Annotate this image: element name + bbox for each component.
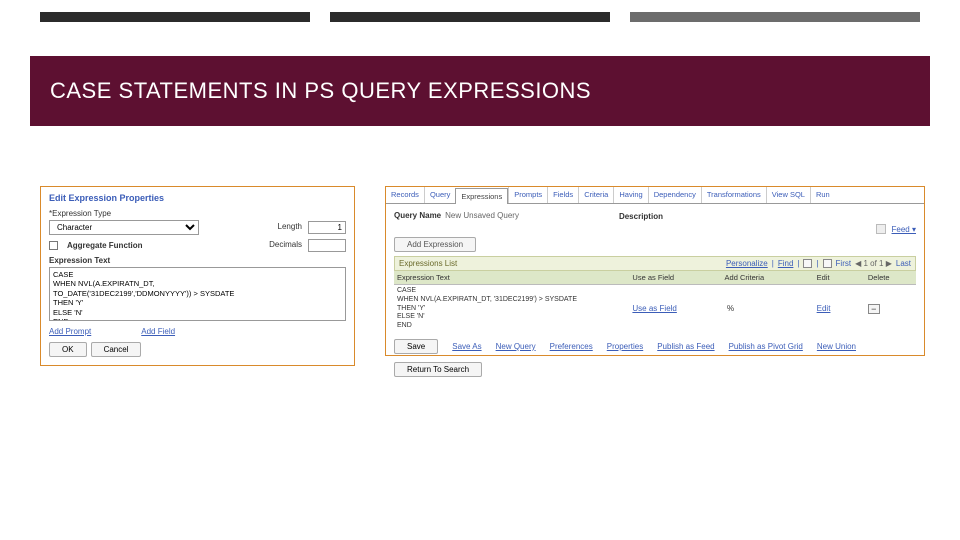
- cell-expr: CASE WHEN NVL(A.EXPIRATN_DT, '31DEC2199'…: [394, 285, 629, 333]
- query-name-value: New Unsaved Query: [445, 211, 519, 220]
- expr-text-area[interactable]: CASE WHEN NVL(A.EXPIRATN_DT, TO_DATE('31…: [49, 267, 346, 321]
- save-button[interactable]: Save: [394, 339, 438, 354]
- tab-expressions[interactable]: Expressions: [455, 188, 508, 204]
- new-union-link[interactable]: New Union: [817, 342, 856, 351]
- use-as-field-link[interactable]: Use as Field: [632, 304, 676, 313]
- aggregate-label: Aggregate Function: [67, 241, 143, 250]
- zoom-icon[interactable]: [803, 259, 812, 268]
- paging-first[interactable]: First: [836, 259, 852, 268]
- expr-list-title: Expressions List: [399, 259, 457, 268]
- expr-list-bar: Expressions List Personalize| Find| | Fi…: [394, 256, 916, 271]
- edit-expression-panel: Edit Expression Properties Expression Ty…: [40, 186, 355, 366]
- col-exprtext: Expression Text: [394, 271, 629, 284]
- tab-records[interactable]: Records: [386, 187, 424, 203]
- personalize-link[interactable]: Personalize: [726, 259, 768, 268]
- tab-having[interactable]: Having: [613, 187, 647, 203]
- publish-pivot-link[interactable]: Publish as Pivot Grid: [729, 342, 803, 351]
- publish-feed-link[interactable]: Publish as Feed: [657, 342, 714, 351]
- decorative-top-bars: [0, 12, 960, 22]
- title-band: CASE STATEMENTS IN PS QUERY EXPRESSIONS: [30, 56, 930, 126]
- feed-icon[interactable]: [876, 224, 886, 234]
- grid-icon[interactable]: [823, 259, 832, 268]
- tab-dependency[interactable]: Dependency: [648, 187, 701, 203]
- add-expression-button[interactable]: Add Expression: [394, 237, 476, 252]
- expr-text-label: Expression Text: [49, 256, 346, 265]
- length-label: Length: [278, 222, 302, 231]
- panel-header: Edit Expression Properties: [49, 193, 346, 203]
- add-prompt-link[interactable]: Add Prompt: [49, 327, 91, 336]
- query-name-label: Query Name: [394, 211, 441, 220]
- preferences-link[interactable]: Preferences: [550, 342, 593, 351]
- cancel-button[interactable]: Cancel: [91, 342, 142, 357]
- properties-link[interactable]: Properties: [607, 342, 643, 351]
- tab-run[interactable]: Run: [810, 187, 835, 203]
- grid-header: Expression Text Use as Field Add Criteri…: [394, 271, 916, 285]
- decimals-input[interactable]: [308, 239, 346, 252]
- length-input[interactable]: [308, 221, 346, 234]
- tab-transformations[interactable]: Transformations: [701, 187, 766, 203]
- tab-prompts[interactable]: Prompts: [508, 187, 547, 203]
- grid-row: CASE WHEN NVL(A.EXPIRATN_DT, '31DEC2199'…: [394, 285, 916, 333]
- find-link[interactable]: Find: [778, 259, 794, 268]
- feed-link[interactable]: Feed ▾: [892, 225, 916, 234]
- tab-fields[interactable]: Fields: [547, 187, 578, 203]
- delete-row-button[interactable]: −: [868, 304, 880, 314]
- expr-type-label: Expression Type: [49, 209, 346, 218]
- tab-query[interactable]: Query: [424, 187, 455, 203]
- add-criteria-icon[interactable]: %: [725, 304, 737, 314]
- col-useasfield: Use as Field: [629, 271, 721, 284]
- col-addcriteria: Add Criteria: [722, 271, 814, 284]
- slide-title: CASE STATEMENTS IN PS QUERY EXPRESSIONS: [50, 78, 591, 104]
- description-label: Description: [619, 212, 663, 221]
- expr-type-select[interactable]: Character: [49, 220, 199, 235]
- newquery-link[interactable]: New Query: [496, 342, 536, 351]
- tab-viewsql[interactable]: View SQL: [766, 187, 810, 203]
- col-edit: Edit: [814, 271, 865, 284]
- paging-last[interactable]: Last: [896, 259, 911, 268]
- ok-button[interactable]: OK: [49, 342, 87, 357]
- qm-tabs: Records Query Expressions Prompts Fields…: [386, 187, 924, 204]
- add-field-link[interactable]: Add Field: [141, 327, 175, 336]
- paging-count: ◀ 1 of 1 ▶: [855, 259, 892, 268]
- return-button[interactable]: Return To Search: [394, 362, 482, 377]
- action-row: Save Save As New Query Preferences Prope…: [394, 339, 916, 354]
- edit-link[interactable]: Edit: [817, 304, 831, 313]
- col-delete: Delete: [865, 271, 916, 284]
- aggregate-checkbox[interactable]: [49, 241, 58, 250]
- query-manager-panel: Records Query Expressions Prompts Fields…: [385, 186, 925, 356]
- saveas-link[interactable]: Save As: [452, 342, 481, 351]
- tab-criteria[interactable]: Criteria: [578, 187, 613, 203]
- decimals-label: Decimals: [269, 240, 302, 249]
